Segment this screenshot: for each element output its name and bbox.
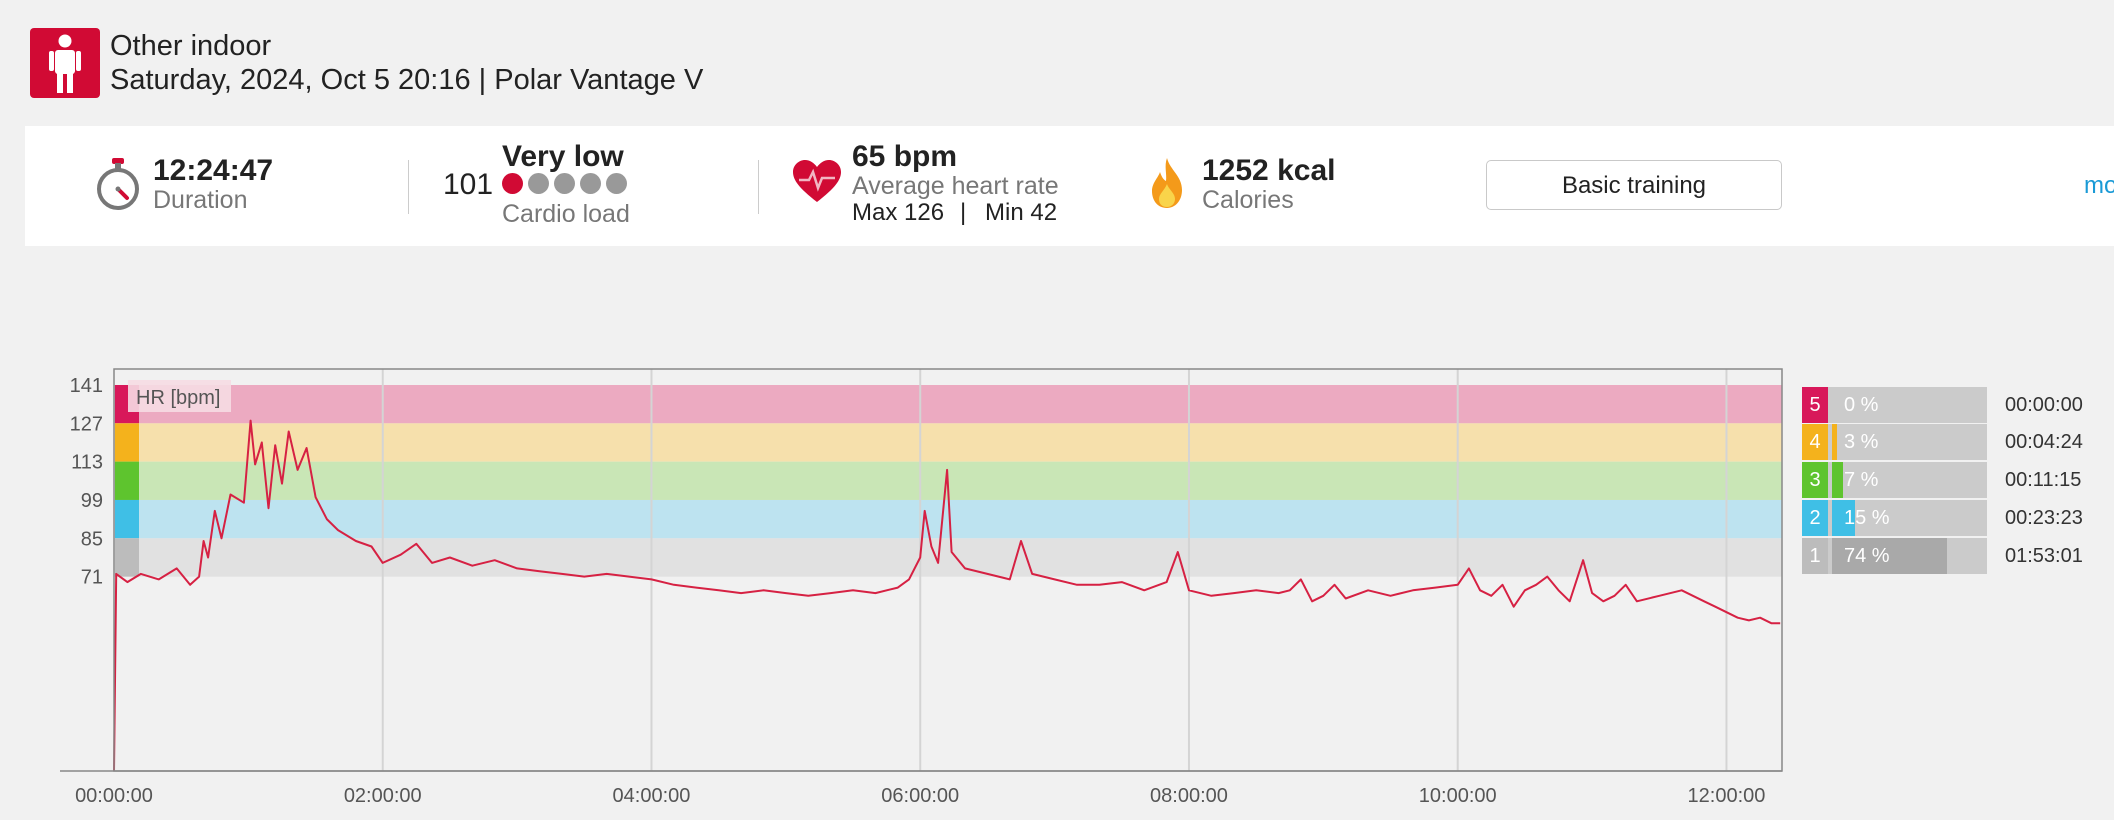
x-tick-label: 04:00:00 (613, 785, 691, 807)
cardio-dot (554, 173, 575, 194)
x-tick-label: 08:00:00 (1150, 785, 1228, 807)
zone-band-5 (114, 385, 1782, 424)
max-heart-rate: Max 126 (852, 199, 945, 226)
zone-time: 01:53:01 (2005, 545, 2083, 567)
zone-band-1 (114, 538, 1782, 577)
calories-label: Calories (1202, 186, 1294, 214)
duration-value: 12:24:47 (153, 154, 274, 187)
zone-marker-2 (115, 499, 139, 539)
zone-row-1: 1 74 % (1802, 538, 1987, 574)
avg-heart-rate-label: Average heart rate (852, 172, 1059, 200)
zone-percent: 3 % (1844, 431, 1879, 453)
zone-time: 00:04:24 (2005, 431, 2083, 453)
calories-value: 1252 kcal (1202, 154, 1336, 187)
zone-number: 2 (1802, 500, 1828, 536)
cardio-load-dots (502, 173, 632, 199)
zone-row-2: 2 15 % (1802, 500, 1987, 536)
y-tick-label: 85 (81, 528, 103, 550)
divider (408, 160, 409, 214)
cardio-load-level: Very low (502, 140, 624, 173)
cardio-dot (502, 173, 523, 194)
x-tick-label: 02:00:00 (344, 785, 422, 807)
y-tick-label: 99 (81, 490, 103, 512)
heart-rate-chart[interactable]: HR [bpm] 141 127 113 99 85 71 00:00:00 02:00:00 0… (0, 360, 2114, 820)
zone-marker-4 (115, 423, 139, 462)
zone-percent: 15 % (1844, 507, 1890, 529)
heart-icon (793, 160, 841, 202)
series-label: HR [bpm] (136, 387, 220, 409)
sport-name: Other indoor (110, 30, 272, 62)
zone-number: 3 (1802, 462, 1828, 498)
cardio-dot (528, 173, 549, 194)
series-label-box (128, 380, 231, 412)
zone-percent: 74 % (1844, 545, 1890, 567)
min-heart-rate: Min 42 (985, 199, 1058, 226)
zone-number: 5 (1802, 387, 1828, 423)
zone-fill-bar (1832, 424, 1837, 460)
avg-heart-rate-value: 65 bpm (852, 140, 958, 173)
person-icon (49, 34, 81, 93)
zone-fill-bar (1832, 462, 1843, 498)
zone-row-4: 4 3 % (1802, 424, 1987, 460)
x-tick-label: 06:00:00 (881, 785, 959, 807)
zone-band-2 (114, 499, 1782, 539)
zone-number: 4 (1802, 424, 1828, 460)
divider (758, 160, 759, 214)
zone-marker-1 (115, 538, 139, 577)
zone-percent: 0 % (1844, 394, 1879, 416)
zone-row-3: 3 7 % (1802, 462, 1987, 498)
x-tick-label: 00:00:00 (75, 785, 153, 807)
cardio-load-label: Cardio load (502, 200, 630, 228)
hr-separator: | (960, 199, 967, 226)
stopwatch-icon (97, 158, 139, 210)
zone-fill-bar (1832, 500, 1856, 536)
zone-percent: 7 % (1844, 469, 1879, 491)
duration-label: Duration (153, 186, 248, 214)
zone-band-4 (114, 423, 1782, 462)
cardio-load-number: 101 (443, 168, 494, 201)
x-tick-label: 10:00:00 (1419, 785, 1497, 807)
zone-number: 1 (1802, 538, 1828, 574)
x-tick-label: 12:00:00 (1688, 785, 1766, 807)
zone-time: 00:23:23 (2005, 507, 2083, 529)
y-tick-label: 127 (70, 413, 103, 435)
zone-fill-bar (1832, 538, 1947, 574)
flame-icon (1152, 158, 1182, 208)
zone-time: 00:11:15 (2005, 469, 2082, 491)
more-link[interactable]: mo (2084, 172, 2114, 199)
summary-strip (25, 126, 2114, 246)
y-tick-label: 71 (81, 567, 103, 589)
hr-series-line (113, 419, 1781, 772)
cardio-dot (580, 173, 601, 194)
y-tick-label: 141 (70, 375, 103, 397)
cardio-dot (606, 173, 627, 194)
zone-row-5: 5 0 % (1802, 387, 1987, 423)
y-tick-label: 113 (71, 452, 103, 474)
session-subtitle: Saturday, 2024, Oct 5 20:16 | Polar Vant… (110, 64, 704, 96)
sport-badge (30, 28, 100, 98)
basic-training-button[interactable]: Basic training (1486, 160, 1782, 210)
zone-time: 00:00:00 (2005, 394, 2083, 416)
zone-marker-3 (115, 461, 139, 500)
